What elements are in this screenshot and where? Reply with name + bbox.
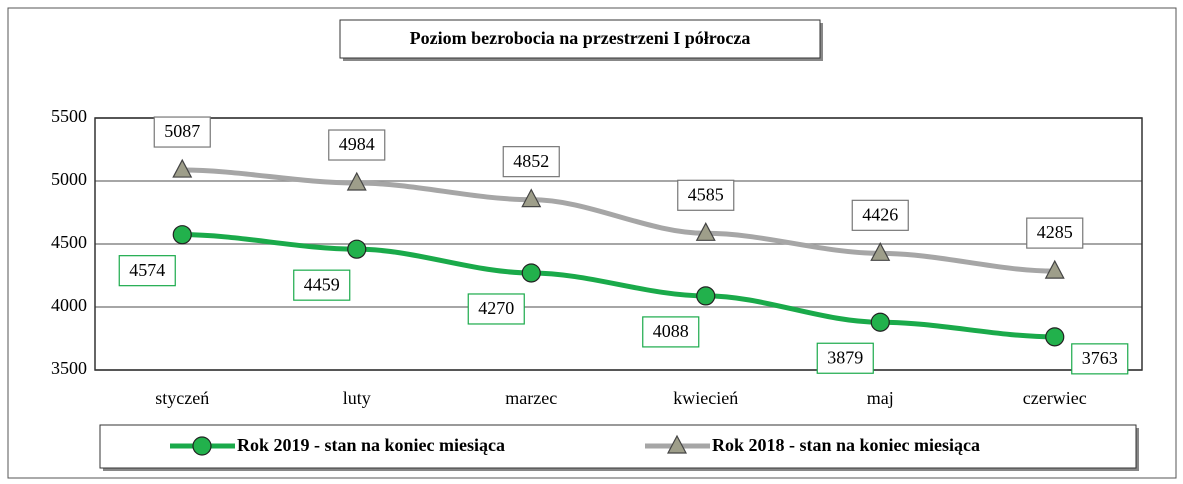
marker [695,222,716,241]
marker [870,242,891,261]
data-label-box [118,255,176,287]
data-label-box [1071,343,1129,375]
x-tick-label: styczeń [155,388,209,408]
marker [521,263,541,283]
marker [192,436,212,456]
data-label-box [467,293,525,325]
data-label-box [293,269,351,301]
data-label-box [153,116,211,148]
data-label: 4426 [862,204,898,224]
chart-title: Poziom bezrobocia na przestrzeni I półro… [410,28,751,48]
marker [172,225,192,245]
data-label: 4574 [129,260,165,280]
data-label: 4852 [513,151,549,171]
data-label-box [1026,217,1084,249]
y-tick-label: 4500 [51,232,87,252]
x-tick-label: czerwiec [1023,388,1087,408]
data-label: 3763 [1082,348,1118,368]
marker [696,286,716,306]
marker [346,171,367,191]
marker [1045,327,1065,347]
marker [172,158,193,178]
data-label: 5087 [164,121,200,141]
data-label: 4270 [478,298,514,318]
series-line [182,232,1055,340]
y-tick-label: 5500 [51,106,87,126]
data-label: 3879 [827,347,863,367]
data-label: 4984 [339,134,375,154]
data-label: 4459 [304,274,340,294]
data-label-box [642,316,700,348]
legend-label: Rok 2018 - stan na koniec miesiąca [712,435,980,455]
x-tick-label: kwiecień [673,388,738,408]
marker [347,239,367,259]
plot-border [94,117,1143,371]
y-tick-label: 3500 [51,358,87,378]
x-tick-label: marzec [505,388,557,408]
data-label: 4088 [653,321,689,341]
series-line [182,167,1055,274]
data-label-box [677,179,735,211]
marker [521,188,542,208]
y-tick-label: 4000 [51,295,87,315]
marker [1044,259,1065,279]
data-label: 4285 [1037,222,1073,242]
data-label-box [328,129,386,161]
chart-border [7,7,1177,479]
title-box [339,19,821,59]
marker [667,434,687,454]
data-label-box [502,146,560,178]
x-tick-label: maj [867,388,894,408]
y-tick-label: 5000 [51,169,87,189]
data-label-box [816,342,874,374]
marker [870,312,890,332]
legend-box [99,424,1137,469]
data-label-box [851,199,909,231]
legend-label: Rok 2019 - stan na koniec miesiąca [237,435,505,455]
x-tick-label: luty [343,388,371,408]
data-label: 4585 [688,184,724,204]
